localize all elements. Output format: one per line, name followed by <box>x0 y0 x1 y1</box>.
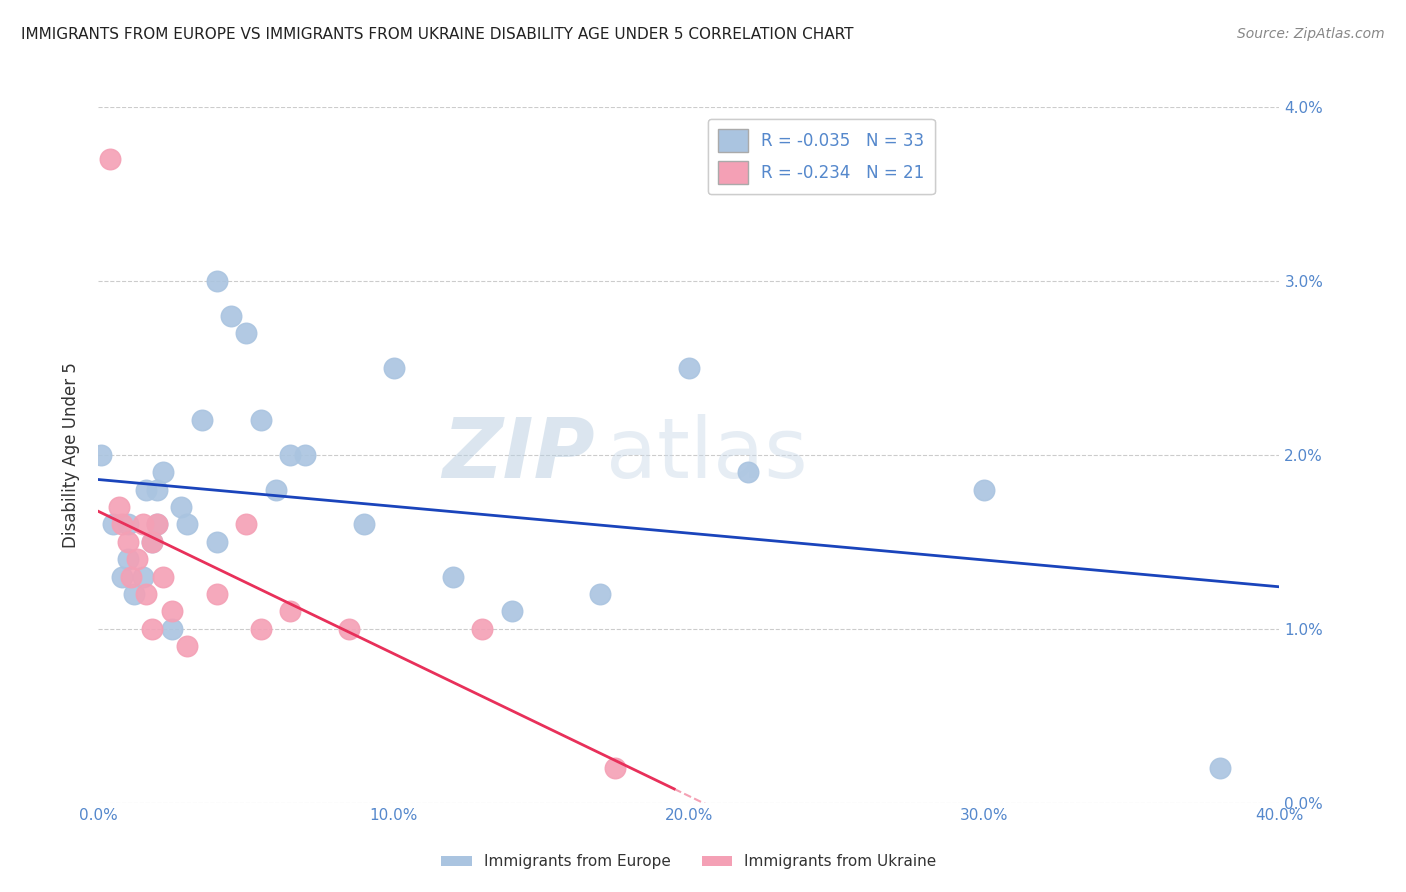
Point <box>146 517 169 532</box>
Point <box>120 570 142 584</box>
Point <box>117 517 139 532</box>
Point <box>353 517 375 532</box>
Text: ZIP: ZIP <box>441 415 595 495</box>
Point <box>125 552 148 566</box>
Point <box>589 587 612 601</box>
Point <box>441 570 464 584</box>
Point <box>219 309 242 323</box>
Point <box>146 517 169 532</box>
Point <box>117 535 139 549</box>
Legend: Immigrants from Europe, Immigrants from Ukraine: Immigrants from Europe, Immigrants from … <box>436 848 942 875</box>
Point <box>205 587 228 601</box>
Point <box>471 622 494 636</box>
Point <box>250 622 273 636</box>
Point <box>132 570 155 584</box>
Text: atlas: atlas <box>606 415 808 495</box>
Point <box>170 500 193 514</box>
Point <box>973 483 995 497</box>
Point <box>382 360 405 375</box>
Point <box>146 483 169 497</box>
Point <box>294 448 316 462</box>
Point <box>605 761 627 775</box>
Point <box>152 570 174 584</box>
Point <box>135 483 157 497</box>
Point <box>162 605 183 619</box>
Text: Source: ZipAtlas.com: Source: ZipAtlas.com <box>1237 27 1385 41</box>
Point <box>250 413 273 427</box>
Point <box>264 483 287 497</box>
Point <box>278 448 302 462</box>
Text: IMMIGRANTS FROM EUROPE VS IMMIGRANTS FROM UKRAINE DISABILITY AGE UNDER 5 CORRELA: IMMIGRANTS FROM EUROPE VS IMMIGRANTS FRO… <box>21 27 853 42</box>
Point <box>176 517 198 532</box>
Point <box>278 605 302 619</box>
Point <box>737 466 759 480</box>
Point <box>678 360 700 375</box>
Point <box>205 274 228 288</box>
Point <box>103 517 125 532</box>
Point <box>235 326 257 341</box>
Point <box>135 587 157 601</box>
Point <box>141 535 163 549</box>
Point <box>1209 761 1232 775</box>
Point <box>108 500 131 514</box>
Point <box>191 413 214 427</box>
Point <box>339 622 360 636</box>
Point <box>111 570 134 584</box>
Point <box>141 622 163 636</box>
Point <box>122 587 145 601</box>
Point <box>141 535 163 549</box>
Point <box>152 466 174 480</box>
Point <box>117 552 139 566</box>
Point <box>501 605 523 619</box>
Point <box>98 152 121 166</box>
Point <box>132 517 155 532</box>
Point <box>205 535 228 549</box>
Point <box>90 448 112 462</box>
Legend: R = -0.035   N = 33, R = -0.234   N = 21: R = -0.035 N = 33, R = -0.234 N = 21 <box>709 119 935 194</box>
Point <box>111 517 134 532</box>
Point <box>176 639 198 653</box>
Y-axis label: Disability Age Under 5: Disability Age Under 5 <box>62 362 80 548</box>
Point <box>162 622 183 636</box>
Point <box>235 517 257 532</box>
